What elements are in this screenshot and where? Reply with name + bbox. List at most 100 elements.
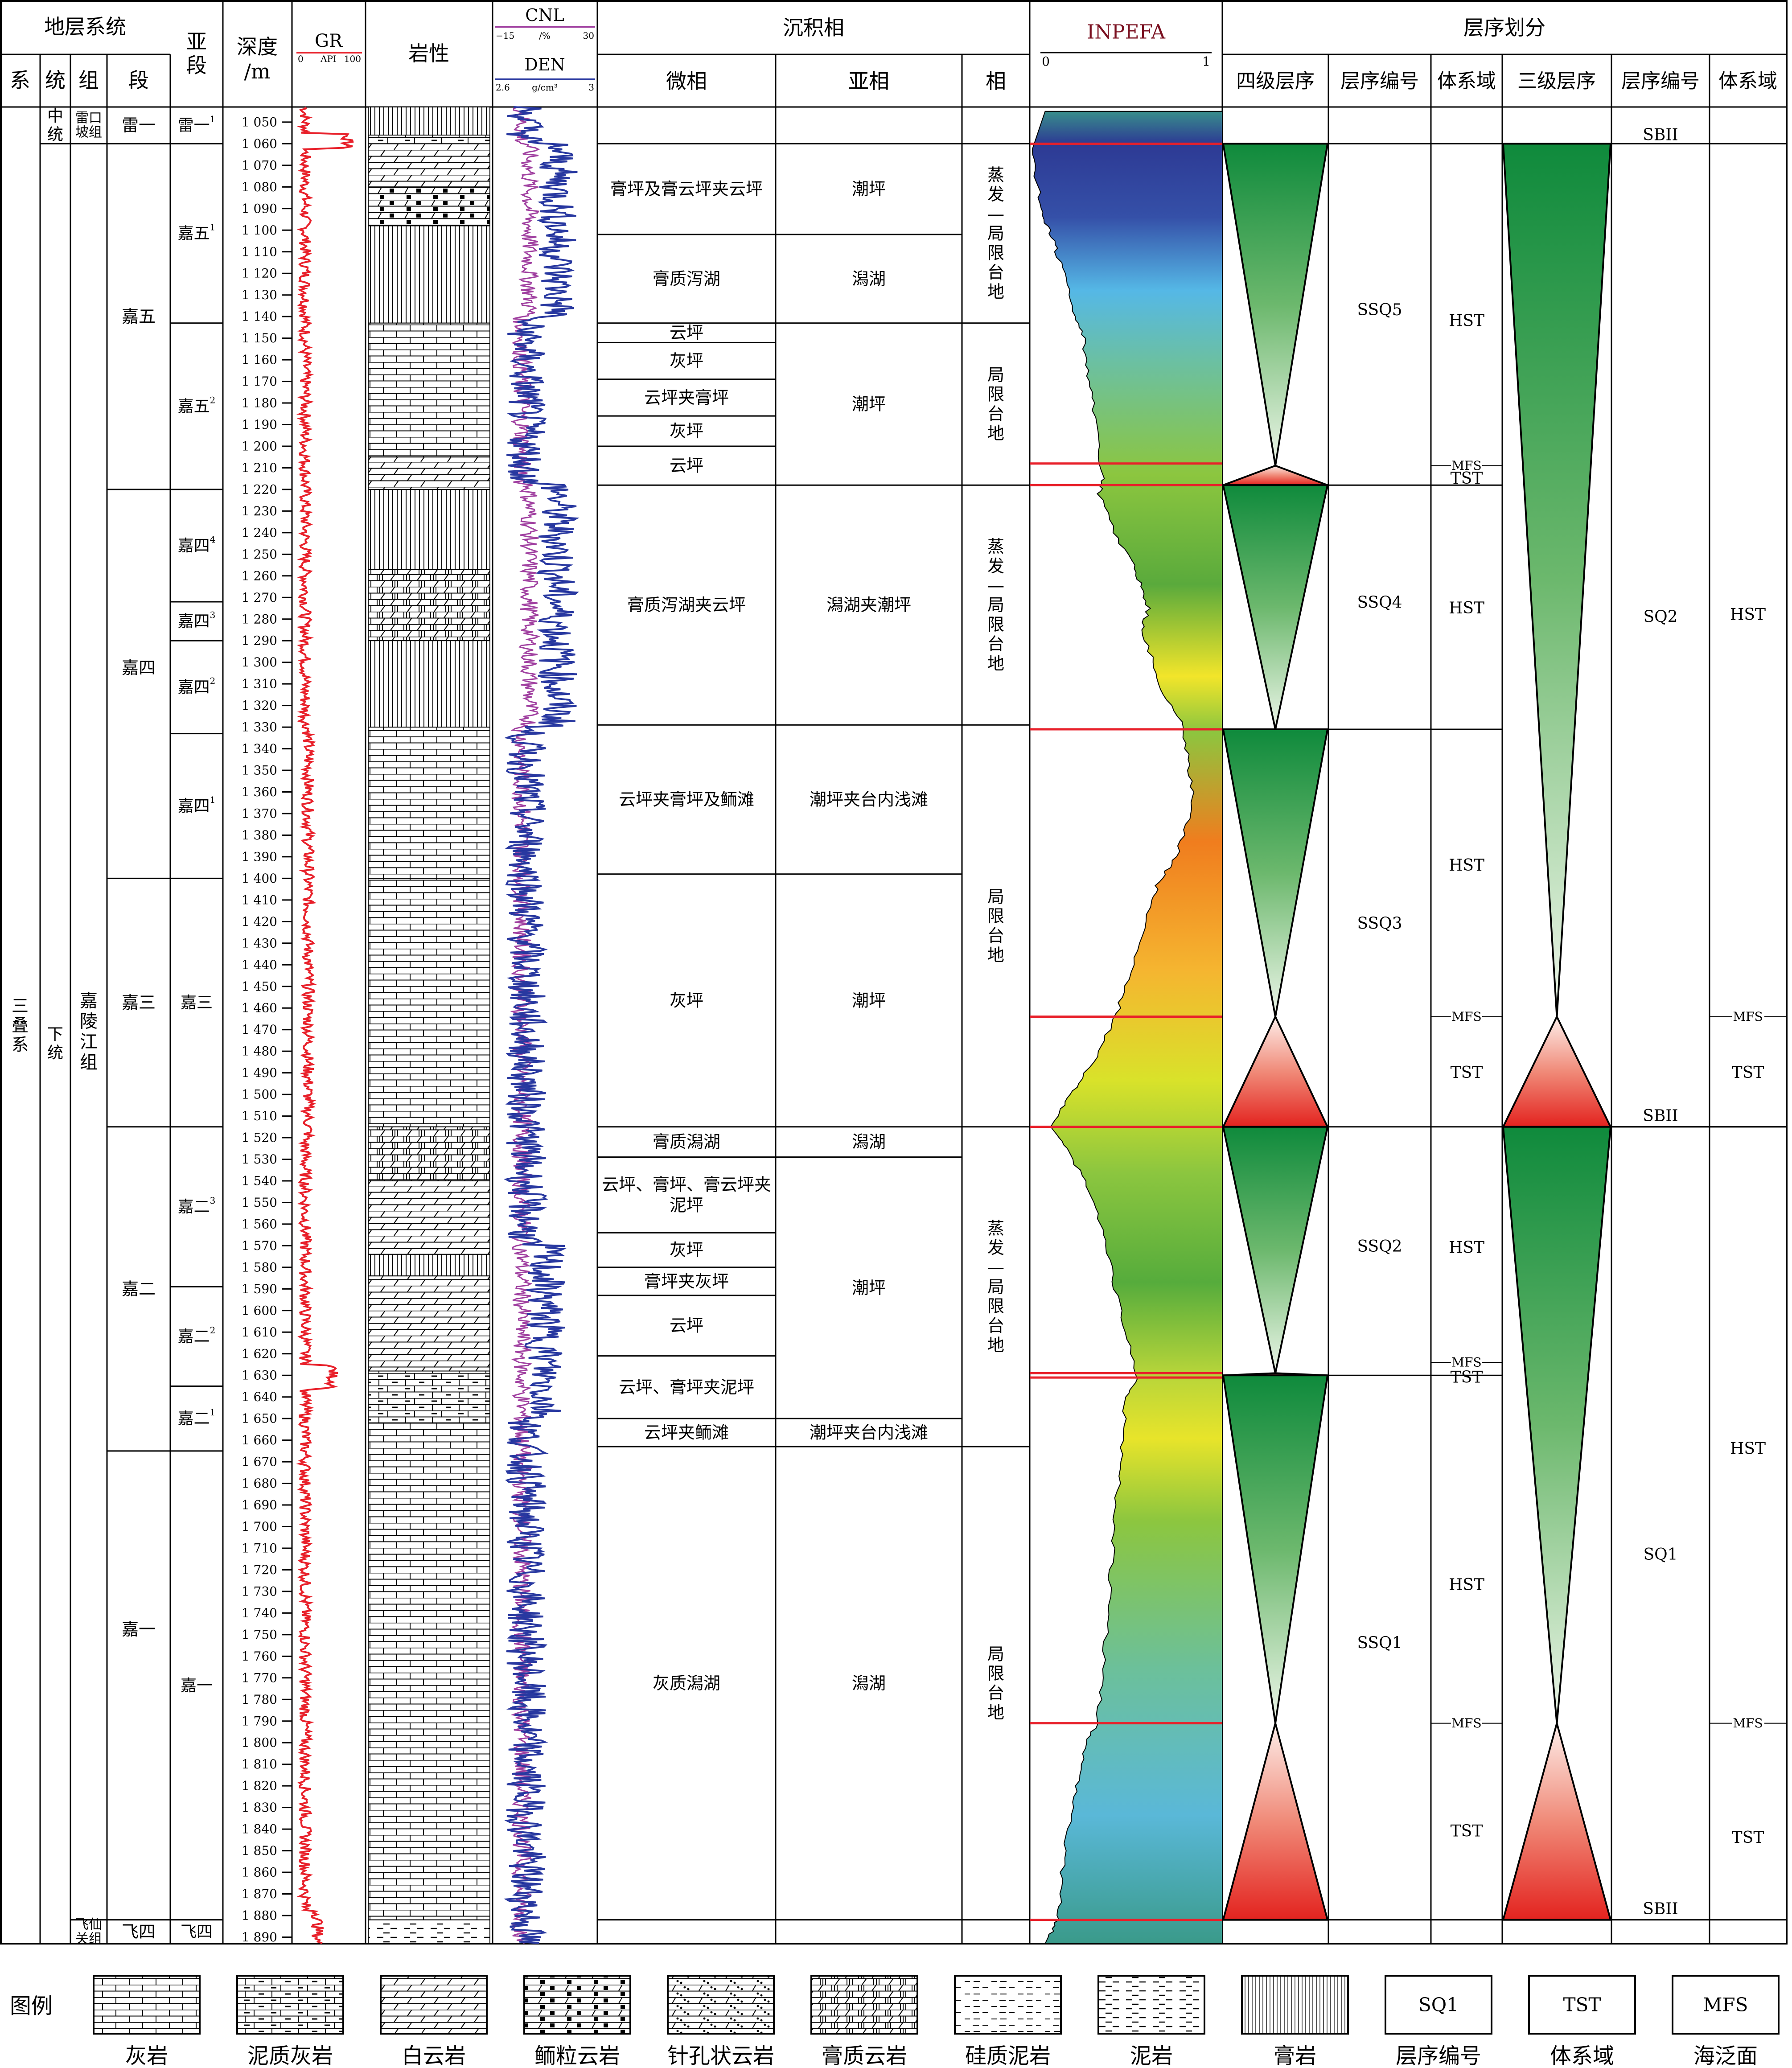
depth-tick-label: 1 680	[242, 1476, 277, 1491]
facies-label-char: 局	[987, 365, 1004, 385]
lithology-gypsum	[368, 225, 490, 324]
depth-tick-label: 1 870	[242, 1887, 277, 1901]
outer-frame	[0, 0, 1788, 1945]
depth-tick-label: 1 220	[242, 482, 277, 497]
header-den: DEN	[524, 55, 565, 74]
seq4-tract-label: HST	[1449, 312, 1484, 330]
lithology-gypsiferous_dolomite	[368, 1126, 490, 1181]
header-depth: 深度	[237, 35, 278, 59]
microfacies-label: 云坪夹膏坪	[644, 388, 729, 407]
depth-tick-label: 1 440	[242, 958, 277, 972]
legend-label: 海泛面	[1693, 2043, 1758, 2068]
formation-label-char: 嘉	[80, 991, 98, 1011]
formation-label: 飞仙	[75, 1917, 102, 1932]
lithology-marly_limestone	[368, 135, 490, 144]
depth-tick-label: 1 770	[242, 1670, 277, 1685]
facies-label-char: 限	[987, 1664, 1004, 1683]
header-seq3-id: 层序编号	[1621, 70, 1700, 93]
facies-label-char: 限	[987, 1296, 1004, 1316]
lithology-limestone	[368, 322, 490, 458]
subfacies-label: 潮坪	[852, 1278, 886, 1298]
depth-scale: 1 050 1 060 1 070 1 080 1 090 1 100 1 110 1 120…	[242, 115, 292, 1945]
depth-tick-label: 1 710	[242, 1541, 277, 1555]
depth-tick-label: 1 110	[242, 244, 277, 259]
depth-tick-label: 1 080	[242, 180, 277, 194]
header-member: 段	[128, 68, 149, 92]
depth-tick-label: 1 200	[242, 439, 277, 453]
system-label-char: 叠	[12, 1015, 29, 1035]
seq3-id-label: SBII	[1643, 126, 1678, 144]
lithology-dolomite	[368, 456, 490, 490]
legend-item: 硅质泥岩	[954, 1975, 1062, 2068]
depth-tick-label: 1 300	[242, 655, 277, 670]
depth-tick-label: 1 750	[242, 1627, 277, 1642]
microfacies-label: 云坪	[670, 456, 703, 476]
legend-title: 图例	[10, 1994, 53, 2019]
depth-tick-label: 1 180	[242, 396, 277, 411]
legend-box	[1528, 1975, 1636, 2035]
seq4-id-label: SSQ1	[1357, 1634, 1402, 1652]
depth-tick-label: 1 350	[242, 763, 277, 778]
legend-item: 灰岩	[93, 1975, 201, 2068]
seq3-id-label: SQ1	[1643, 1546, 1677, 1564]
seq4-id-label: SSQ4	[1357, 594, 1402, 612]
legend-item: 白云岩	[380, 1975, 488, 2068]
depth-tick-label: 1 600	[242, 1303, 277, 1318]
depth-tick-label: 1 050	[242, 115, 277, 129]
depth-tick-label: 1 840	[242, 1822, 277, 1837]
header-lithology: 岩性	[408, 41, 449, 66]
header-stratigraphy: 地层系统	[44, 15, 126, 39]
subfacies-label: 潮坪夹台内浅滩	[810, 1423, 928, 1443]
seq4-tract-label: TST	[1451, 1064, 1483, 1082]
legend-item: 膏岩	[1241, 1975, 1349, 2068]
legend-box-label: SQ1	[1418, 1994, 1459, 2016]
depth-tick-label: 1 460	[242, 1001, 277, 1015]
header-seq4-id: 层序编号	[1340, 70, 1419, 93]
header-inpefa: INPEFA	[1087, 21, 1166, 44]
legend-item: 泥质灰岩	[236, 1975, 344, 2068]
table-grid	[0, 0, 1788, 1945]
depth-tick-label: 1 480	[242, 1044, 277, 1059]
submember-label: 嘉二1	[178, 1407, 216, 1428]
depth-tick-label: 1 420	[242, 914, 277, 929]
den-curve	[503, 106, 580, 1944]
member-label: 嘉一	[122, 1620, 156, 1639]
seq4-hst-triangle	[1222, 143, 1329, 466]
member-label: 嘉四	[122, 658, 156, 678]
microfacies-label: 云坪夹膏坪及鲕滩	[619, 789, 754, 809]
depth-tick-label: 1 410	[242, 892, 277, 907]
facies-label-char: 局	[987, 1644, 1004, 1664]
facies-label-char: 限	[987, 615, 1004, 634]
subfacies-label: 潟湖	[852, 1673, 886, 1693]
microfacies-label: 膏质潟湖	[653, 1132, 720, 1152]
seq4-hst-triangle	[1222, 1374, 1329, 1723]
depth-tick-label: 1 610	[242, 1325, 277, 1340]
facies-label-char: —	[987, 204, 1004, 224]
facies-label-char: 地	[987, 1702, 1004, 1722]
den-max: 3	[588, 82, 594, 93]
cnl-max: 30	[583, 30, 594, 41]
header-seq4-tract: 体系域	[1437, 70, 1496, 93]
depth-tick-label: 1 230	[242, 504, 277, 518]
system-label-char: 三	[12, 996, 29, 1015]
inpefa-area	[1032, 111, 1223, 1944]
subfacies-label: 潟湖	[852, 1132, 886, 1152]
microfacies-label: 云坪夹鲕滩	[644, 1423, 729, 1443]
depth-tick-label: 1 570	[242, 1238, 277, 1253]
legend-swatch-siliceous_mudstone	[954, 1975, 1062, 2035]
legend-label: 泥质灰岩	[247, 2043, 333, 2068]
formation-label: 坡组	[75, 125, 102, 140]
header-depth-unit: /m	[244, 59, 270, 83]
column-headers: 地层系统系统组段亚段深度/mGR0 API 100 岩性CNL−15/% 30DEN2.…	[10, 5, 1777, 93]
depth-tick-label: 1 860	[242, 1865, 277, 1880]
facies-label-char: 地	[987, 423, 1004, 443]
facies-label-char: 台	[987, 263, 1004, 282]
depth-tick-label: 1 740	[242, 1606, 277, 1620]
legend-swatch-gypsum	[1241, 1975, 1349, 2035]
microfacies-label: 膏质泻湖夹云坪	[627, 595, 746, 615]
